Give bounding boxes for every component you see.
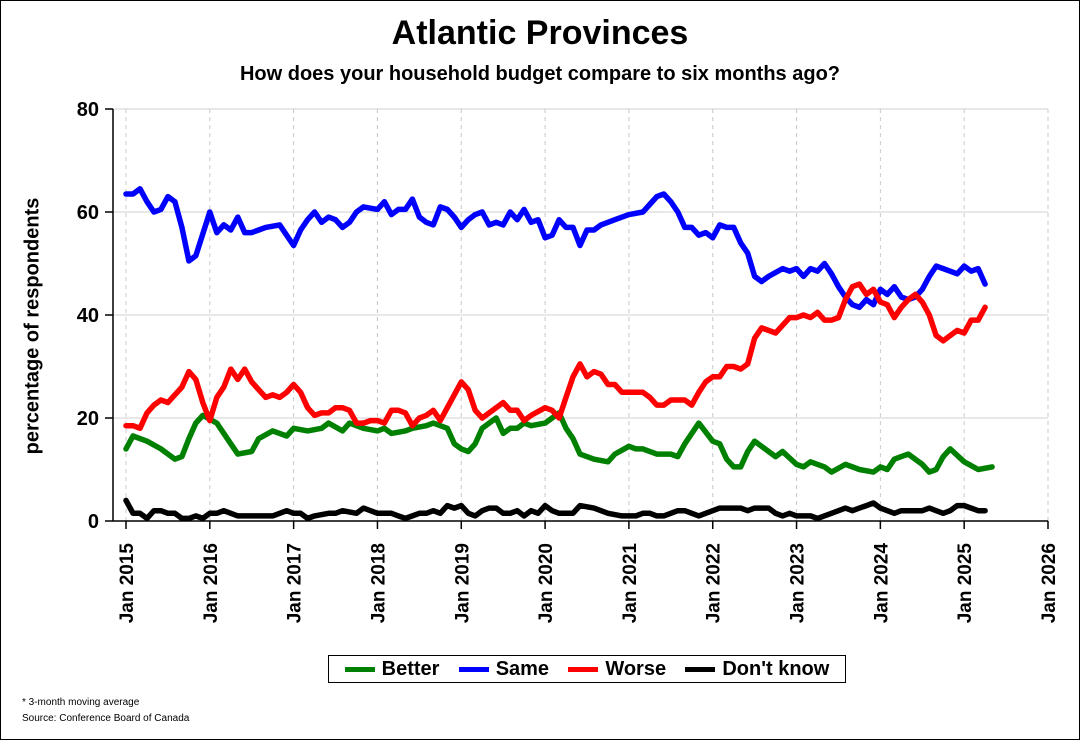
legend-item-dont-know: Don't know (685, 658, 829, 681)
chart-subtitle: How does your household budget compare t… (239, 63, 841, 85)
x-tick-label: Jan 2023 (788, 543, 809, 623)
series-line-don-t-know (123, 497, 988, 522)
legend-swatch-dont-know (685, 666, 716, 672)
series-line-same (123, 186, 988, 311)
x-tick-label: Jan 2021 (620, 543, 641, 624)
x-tick-label: Jan 2020 (536, 543, 557, 623)
legend-item-better: Better (344, 657, 440, 681)
x-tick-label: Jan 2025 (955, 543, 976, 624)
x-tick-label: Jan 2024 (871, 543, 892, 624)
chart-legend: Better Same Worse Don't know (328, 655, 846, 683)
legend-item-same: Same (458, 657, 550, 681)
y-tick-label: 20 (77, 408, 99, 430)
legend-swatch-worse (568, 666, 599, 672)
series-line-better (123, 410, 995, 475)
x-tick-label: Jan 2026 (1039, 543, 1060, 623)
y-tick-label: 0 (88, 511, 99, 533)
y-tick-label: 40 (77, 305, 99, 327)
y-tick-label: 60 (77, 202, 99, 224)
series-line-worse (123, 281, 988, 432)
legend-label-same: Same (495, 657, 550, 680)
x-tick-label: Jan 2015 (117, 543, 138, 624)
x-tick-label: Jan 2016 (201, 543, 222, 623)
chart-title: Atlantic Provinces (391, 14, 689, 52)
x-tick-label: Jan 2018 (368, 543, 389, 623)
legend-swatch-better (344, 666, 375, 672)
legend-item-worse: Worse (568, 658, 666, 681)
source-note: Source: Conference Board of Canada (22, 713, 190, 724)
legend-label-better: Better (381, 657, 440, 680)
x-tick-label: Jan 2019 (452, 543, 473, 623)
x-tick-label: Jan 2017 (285, 543, 306, 623)
moving-average-note: * 3-month moving average (22, 697, 140, 708)
legend-swatch-same (458, 666, 489, 672)
legend-label-worse: Worse (605, 657, 667, 680)
legend-label-dont-know: Don't know (722, 657, 830, 680)
x-tick-label: Jan 2022 (704, 543, 725, 623)
y-tick-label: 80 (77, 99, 99, 121)
